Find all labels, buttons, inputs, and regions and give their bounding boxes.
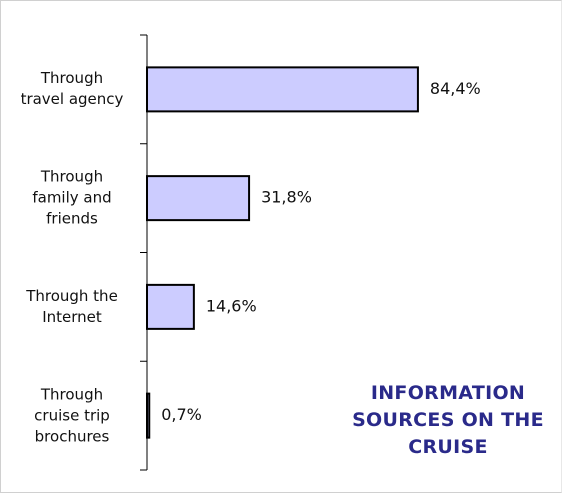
chart-title: INFORMATION SOURCES ON THE CRUISE	[352, 382, 544, 458]
bar	[146, 392, 151, 439]
value-label: 0,7%	[161, 405, 202, 424]
bar	[146, 66, 419, 113]
value-label: 84,4%	[430, 79, 481, 98]
value-label: 31,8%	[261, 188, 312, 207]
category-label: Through the Internet	[26, 286, 118, 326]
category-label: Through family and friends	[32, 167, 112, 228]
value-label: 14,6%	[206, 296, 257, 315]
category-label: Through cruise trip brochures	[34, 385, 110, 446]
category-label: Through travel agency	[20, 69, 124, 109]
bar	[146, 175, 251, 222]
bar	[146, 283, 195, 330]
